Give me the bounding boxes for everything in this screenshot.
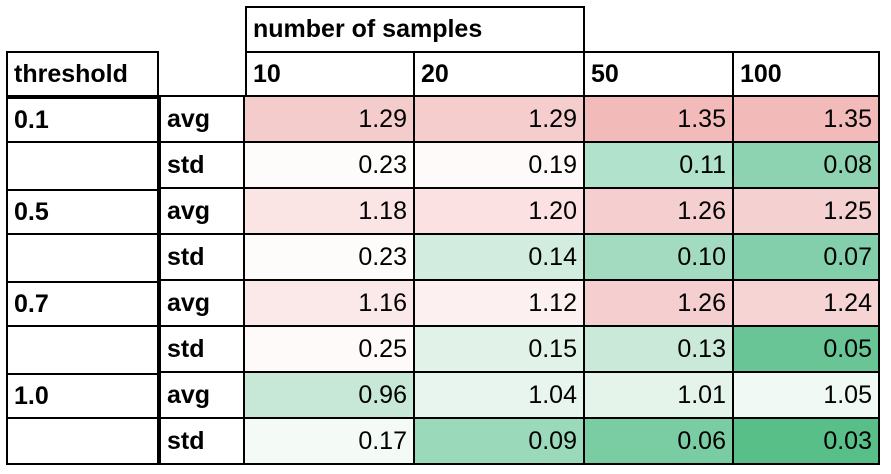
stat-label: std — [159, 419, 245, 465]
value-cell: 0.96 — [245, 373, 415, 419]
value-cell: 0.06 — [585, 419, 734, 465]
threshold-cell: 0.1 — [6, 97, 159, 143]
stat-label: std — [159, 327, 245, 373]
threshold-cell — [6, 419, 159, 465]
value-cell: 1.12 — [415, 281, 585, 327]
stat-label: avg — [159, 281, 245, 327]
value-cell: 0.15 — [415, 327, 585, 373]
stat-label: std — [159, 143, 245, 189]
value-cell: 1.29 — [245, 97, 415, 143]
value-cell: 1.25 — [734, 189, 880, 235]
value-cell: 0.03 — [734, 419, 880, 465]
threshold-cell: 0.5 — [6, 189, 159, 235]
value-cell: 1.05 — [734, 373, 880, 419]
stat-label: avg — [159, 373, 245, 419]
blank-corner — [6, 6, 159, 51]
value-cell: 0.14 — [415, 235, 585, 281]
column-header: 100 — [734, 51, 880, 97]
value-cell: 1.29 — [415, 97, 585, 143]
threshold-cell — [6, 143, 159, 189]
stat-label: avg — [159, 189, 245, 235]
column-header: 20 — [415, 51, 585, 97]
value-cell: 0.05 — [734, 327, 880, 373]
value-cell: 0.23 — [245, 235, 415, 281]
value-cell: 0.25 — [245, 327, 415, 373]
results-table: number of samples threshold 10 20 50 100… — [6, 6, 880, 465]
value-cell: 1.04 — [415, 373, 585, 419]
stat-label: avg — [159, 97, 245, 143]
value-cell: 1.35 — [585, 97, 734, 143]
value-cell: 0.13 — [585, 327, 734, 373]
threshold-cell: 1.0 — [6, 373, 159, 419]
column-header: 10 — [245, 51, 415, 97]
value-cell: 1.26 — [585, 189, 734, 235]
threshold-cell: 0.7 — [6, 281, 159, 327]
value-cell: 1.20 — [415, 189, 585, 235]
value-cell: 0.08 — [734, 143, 880, 189]
threshold-cell — [6, 235, 159, 281]
samples-group-header: number of samples — [245, 6, 585, 51]
value-cell: 1.01 — [585, 373, 734, 419]
value-cell: 1.24 — [734, 281, 880, 327]
value-cell: 1.35 — [734, 97, 880, 143]
value-cell: 0.07 — [734, 235, 880, 281]
threshold-cell — [6, 327, 159, 373]
stat-label: std — [159, 235, 245, 281]
column-header: 50 — [585, 51, 734, 97]
blank-stat-header — [159, 51, 245, 97]
value-cell: 0.23 — [245, 143, 415, 189]
value-cell: 1.16 — [245, 281, 415, 327]
threshold-header: threshold — [6, 51, 159, 97]
value-cell: 1.18 — [245, 189, 415, 235]
value-cell: 0.11 — [585, 143, 734, 189]
value-cell: 0.10 — [585, 235, 734, 281]
blank-corner — [159, 6, 245, 51]
value-cell: 0.09 — [415, 419, 585, 465]
value-cell: 1.26 — [585, 281, 734, 327]
value-cell: 0.17 — [245, 419, 415, 465]
value-cell: 0.19 — [415, 143, 585, 189]
